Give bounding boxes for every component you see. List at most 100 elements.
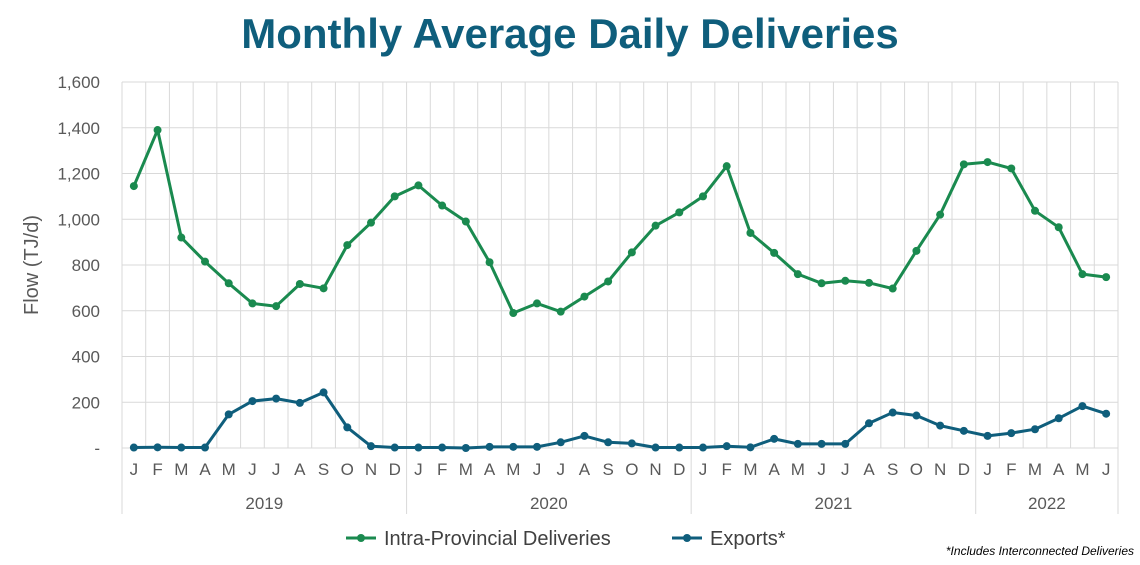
data-point [414,181,423,190]
y-tick-label: 400 [72,348,100,367]
data-point [770,248,779,257]
data-point [841,276,850,285]
x-tick-label: M [506,460,520,479]
data-point [272,394,281,403]
data-point [272,302,281,311]
data-point [390,443,399,452]
data-point [556,307,565,316]
data-point [485,442,494,451]
x-tick-label: J [983,460,992,479]
legend: Intra-Provincial Deliveries Exports* [346,528,786,550]
x-tick-label: A [579,460,591,479]
data-point [461,444,470,452]
x-tick-label: F [152,460,162,479]
x-tick-label: J [1102,460,1111,479]
data-point [675,208,684,217]
data-point [959,426,968,435]
data-point [153,443,162,452]
data-point [959,160,968,169]
x-tick-label: F [1006,460,1016,479]
data-point [912,246,921,255]
data-point [533,442,541,451]
x-tick-label: N [934,460,946,479]
legend-label-2: Exports* [710,528,786,550]
data-point [1031,425,1039,434]
data-point [201,443,209,452]
data-point [201,257,209,266]
data-point [1054,414,1063,423]
data-point [936,421,945,430]
y-tick-label: 1,400 [57,119,100,138]
grid-lines [121,81,1119,449]
y-tick-label: 1,000 [57,210,100,229]
data-point [153,126,162,135]
year-label: 2022 [1028,494,1066,513]
series-line-1 [132,128,1107,315]
data-point [817,439,826,448]
legend-marker-2 [683,534,691,542]
x-tick-label: M [459,460,473,479]
data-point [509,442,518,451]
data-point [224,410,233,419]
year-label: 2021 [815,494,853,513]
data-point [367,218,375,227]
data-point [651,221,660,230]
data-point [746,228,755,237]
data-point [343,423,352,432]
year-label: 2020 [530,494,568,513]
data-point [1078,402,1087,411]
y-tick-label: 200 [72,393,100,412]
x-tick-label: A [294,460,306,479]
data-point [722,162,731,171]
x-tick-label: J [414,460,423,479]
data-point [319,388,328,397]
series-layer [129,126,1111,452]
data-point [1007,429,1016,438]
data-point [1054,223,1063,232]
x-tick-label: M [1075,460,1089,479]
x-tick-label: A [1053,460,1065,479]
y-tick-label: - [94,439,100,458]
data-point [936,210,945,219]
data-point [675,443,684,452]
data-point [627,248,636,257]
data-point [888,408,897,417]
x-tick-label: O [341,460,354,479]
data-point [793,439,802,448]
data-point [295,398,304,407]
x-tick-label: J [841,460,850,479]
data-point [177,233,186,242]
x-tick-label: A [863,460,875,479]
data-point [746,443,755,452]
data-point [295,279,304,288]
x-tick-label: J [248,460,257,479]
x-tick-label: J [533,460,542,479]
data-point [627,439,636,448]
data-point [224,279,233,288]
footnote: *Includes Interconnected Deliveries [945,544,1134,558]
x-tick-label: J [130,460,139,479]
data-point [248,397,257,406]
data-point [580,431,589,440]
x-tick-label: F [722,460,732,479]
x-tick-label: M [1028,460,1042,479]
x-tick-label: D [673,460,685,479]
data-point [604,277,613,286]
data-point [651,443,660,452]
x-tick-label: S [887,460,898,479]
data-point [699,192,707,201]
data-point [438,201,447,210]
x-tick-label: J [556,460,565,479]
data-point [865,419,873,428]
data-point [438,443,447,452]
chart-title: Monthly Average Daily Deliveries [241,10,899,57]
legend-label-1: Intra-Provincial Deliveries [384,528,611,550]
data-point [248,299,257,308]
data-point [817,279,826,288]
data-point [1078,270,1087,279]
x-tick-label: M [743,460,757,479]
data-point [390,192,399,201]
data-point [343,241,352,250]
x-tick-label: A [199,460,211,479]
